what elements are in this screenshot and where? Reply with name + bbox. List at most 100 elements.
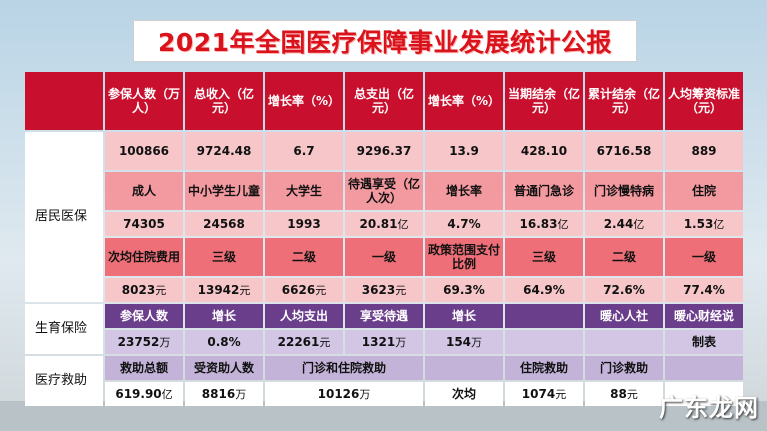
cell-value: 72.6%: [603, 282, 645, 297]
table-cell: 100866: [105, 132, 183, 170]
table-cell: 次均: [425, 382, 503, 406]
table-cell: 救助总额: [105, 356, 183, 380]
table-cell: [505, 330, 583, 354]
table-cell: 三级: [185, 238, 263, 276]
table-cell: 二级: [585, 238, 663, 276]
cell-unit: 万: [395, 335, 407, 349]
table-cell: [425, 356, 503, 380]
cell-value: 13942: [197, 282, 240, 297]
table-cell: 参保人数: [105, 304, 183, 328]
cell-unit: 亿: [633, 217, 645, 231]
table-cell: 次均住院费用: [105, 238, 183, 276]
table-row: 74305 24568 1993 20.81亿 4.7% 16.83亿 2.44…: [25, 212, 743, 236]
cell-value: 23752: [117, 334, 160, 349]
cell-value: 64.9%: [523, 282, 565, 297]
cell-unit: 亿: [713, 217, 725, 231]
table-cell: 13.9: [425, 132, 503, 170]
table-cell: 3623元: [345, 278, 423, 302]
table-cell: 1993: [265, 212, 343, 236]
cell-unit: 亿: [557, 217, 569, 231]
cell-value: 22261: [277, 334, 320, 349]
cell-value: 8816: [201, 386, 236, 401]
table-cell: 二级: [265, 238, 343, 276]
table-cell: 暖心人社: [585, 304, 663, 328]
cell-value: 1321: [361, 334, 396, 349]
cell-unit: 元: [395, 283, 407, 297]
table-cell: 154万: [425, 330, 503, 354]
table-cell: 增长: [425, 304, 503, 328]
cell-value: 1993: [287, 216, 321, 231]
table-cell: 暖心财经说: [665, 304, 743, 328]
cell-value: 8023: [121, 282, 156, 297]
header-cell: 增长率（%）: [425, 72, 503, 130]
cell-unit: 元: [626, 387, 638, 401]
cell-unit: 亿: [161, 387, 173, 401]
table-cell: 8023元: [105, 278, 183, 302]
cell-value: 154: [445, 334, 472, 349]
table-cell: 23752万: [105, 330, 183, 354]
table-cell: 69.3%: [425, 278, 503, 302]
table-cell: 人均支出: [265, 304, 343, 328]
cell-value: 77.4%: [683, 282, 725, 297]
cell-value: 1074: [521, 386, 556, 401]
header-cell: 当期结余（亿元）: [505, 72, 583, 130]
background-stripe: [0, 401, 767, 431]
header-row: 参保人数（万人） 总收入（亿元） 增长率（%） 总支出（亿元） 增长率（%） 当…: [25, 72, 743, 130]
table-cell: 中小学生儿童: [185, 172, 263, 210]
category-assistance: 医疗救助: [25, 356, 103, 406]
cell-value: 74305: [123, 216, 165, 231]
table-cell: 6.7: [265, 132, 343, 170]
table-cell: 24568: [185, 212, 263, 236]
cell-value: 69.3%: [443, 282, 485, 297]
table-cell: 待遇享受（亿人次）: [345, 172, 423, 210]
table-cell: 门诊和住院救助: [265, 356, 423, 380]
stats-table: 参保人数（万人） 总收入（亿元） 增长率（%） 总支出（亿元） 增长率（%） 当…: [23, 70, 745, 408]
table-cell: 64.9%: [505, 278, 583, 302]
cell-value: 3623: [361, 282, 396, 297]
header-cell: 参保人数（万人）: [105, 72, 183, 130]
cell-value: 10126: [317, 386, 360, 401]
table-row: 8023元 13942元 6626元 3623元 69.3% 64.9% 72.…: [25, 278, 743, 302]
table-cell: 9724.48: [185, 132, 263, 170]
table-cell: 一级: [345, 238, 423, 276]
cell-unit: 万: [235, 387, 247, 401]
category-resident: 居民医保: [25, 132, 103, 302]
header-cell: 总支出（亿元）: [345, 72, 423, 130]
table-cell: 1321万: [345, 330, 423, 354]
table-cell: [665, 356, 743, 380]
header-cell: 增长率（%）: [265, 72, 343, 130]
category-maternity: 生育保险: [25, 304, 103, 354]
table-row: 23752万 0.8% 22261元 1321万 154万 制表: [25, 330, 743, 354]
page-title: 2021年全国医疗保障事业发展统计公报: [157, 28, 613, 57]
table-row: 次均住院费用 三级 二级 一级 政策范围支付比例 三级 二级 一级: [25, 238, 743, 276]
title-box: 2021年全国医疗保障事业发展统计公报: [133, 20, 637, 62]
header-corner: [25, 72, 103, 130]
table-cell: 受资助人数: [185, 356, 263, 380]
table-cell: 门诊救助: [585, 356, 663, 380]
cell-unit: 万: [159, 335, 171, 349]
cell-value: 1.53: [683, 216, 714, 231]
table-cell: 619.90亿: [105, 382, 183, 406]
table-cell: 10126万: [265, 382, 423, 406]
cell-value: 6626: [281, 282, 316, 297]
table-cell: 三级: [505, 238, 583, 276]
cell-value: 0.8%: [207, 334, 241, 349]
cell-unit: 元: [155, 283, 167, 297]
cell-value: 88: [610, 386, 627, 401]
header-cell: 人均筹资标准（元）: [665, 72, 743, 130]
cell-unit: 元: [315, 283, 327, 297]
table-cell: 428.10: [505, 132, 583, 170]
table-row: 生育保险 参保人数 增长 人均支出 享受待遇 增长 暖心人社 暖心财经说: [25, 304, 743, 354]
table-row: 619.90亿 8816万 10126万 次均 1074元 88元: [25, 382, 743, 406]
cell-value: 4.7%: [447, 216, 481, 231]
cell-value: 20.81: [359, 216, 398, 231]
table-cell: 6626元: [265, 278, 343, 302]
cell-value: 制表: [691, 335, 716, 349]
table-cell: 22261元: [265, 330, 343, 354]
header-cell: 总收入（亿元）: [185, 72, 263, 130]
table-cell: 77.4%: [665, 278, 743, 302]
table-cell: [665, 382, 743, 406]
table-cell: 大学生: [265, 172, 343, 210]
table-row: 医疗救助 救助总额 受资助人数 门诊和住院救助 住院救助 门诊救助: [25, 356, 743, 406]
header-cell: 累计结余（亿元）: [585, 72, 663, 130]
